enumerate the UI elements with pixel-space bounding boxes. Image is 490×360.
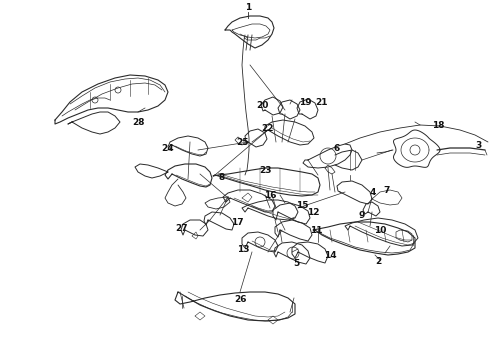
Text: 22: 22 [262,123,274,132]
Text: 28: 28 [132,117,144,126]
Text: 10: 10 [374,225,386,234]
Text: 18: 18 [432,121,444,130]
Text: 17: 17 [231,217,244,226]
Text: 25: 25 [236,138,248,147]
Text: 19: 19 [299,98,311,107]
Text: 27: 27 [176,224,188,233]
Text: 6: 6 [334,144,340,153]
Text: 13: 13 [237,246,249,255]
Text: 11: 11 [310,225,322,234]
Text: 21: 21 [316,98,328,107]
Text: 26: 26 [234,296,246,305]
Text: 12: 12 [307,207,319,216]
Text: 4: 4 [370,188,376,197]
Text: 20: 20 [256,100,268,109]
Text: 9: 9 [359,211,365,220]
Text: 3: 3 [475,140,481,149]
Text: 14: 14 [324,251,336,260]
Text: 15: 15 [296,201,308,210]
Text: 24: 24 [162,144,174,153]
Text: 23: 23 [259,166,271,175]
Text: 16: 16 [264,190,276,199]
Text: 7: 7 [384,185,390,194]
Text: 8: 8 [219,172,225,181]
Text: 1: 1 [245,3,251,12]
Text: 5: 5 [293,260,299,269]
Text: 2: 2 [375,257,381,266]
